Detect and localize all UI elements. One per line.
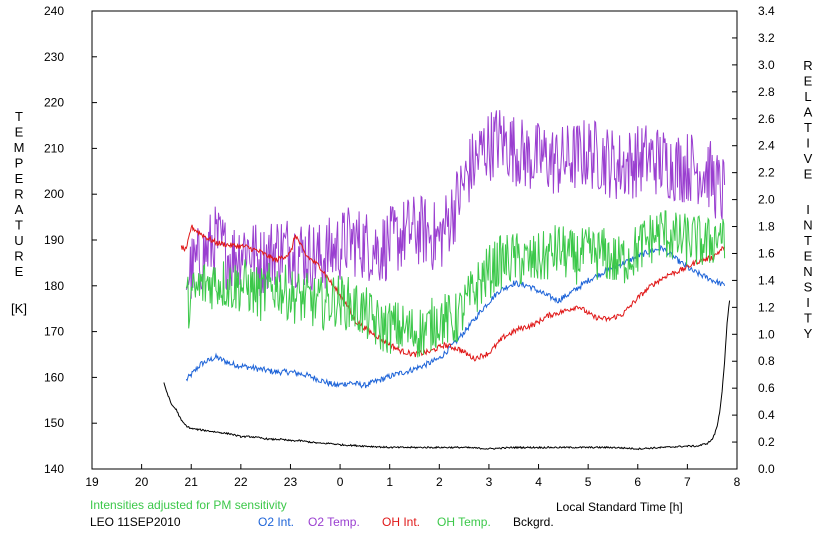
right-tick-label: 3.0: [758, 58, 775, 72]
x-tick-label: 7: [684, 475, 691, 489]
left-axis-letter: T: [15, 218, 23, 233]
left-axis-letter: E: [15, 264, 24, 279]
left-axis-letter: M: [14, 140, 25, 155]
series-line-oh-temp: [185, 210, 726, 358]
legend-entry: OH Int.: [382, 515, 421, 529]
left-tick-label: 140: [44, 462, 64, 476]
right-tick-label: 1.6: [758, 246, 775, 260]
right-tick-label: 1.2: [758, 300, 775, 314]
right-axis-letter: T: [804, 233, 812, 248]
right-axis-letter: N: [803, 264, 812, 279]
right-axis-letter: R: [803, 58, 812, 73]
right-axis-letter: N: [803, 218, 812, 233]
right-tick-label: 2.6: [758, 112, 775, 126]
right-tick-label: 0.2: [758, 435, 775, 449]
right-tick-label: 3.4: [758, 4, 775, 18]
left-axis-letter: U: [14, 233, 23, 248]
left-axis-letter: E: [15, 171, 24, 186]
left-axis-letter: R: [14, 187, 23, 202]
x-tick-label: 19: [85, 475, 99, 489]
right-tick-label: 2.8: [758, 85, 775, 99]
series-line-oh-int: [180, 224, 726, 362]
plot-frame: [91, 10, 738, 470]
left-tick-label: 200: [44, 187, 64, 201]
right-axis-letter: E: [804, 167, 813, 182]
legend-entry: O2 Temp.: [308, 515, 360, 529]
left-tick-label: 230: [44, 50, 64, 64]
right-tick-label: 2.4: [758, 139, 775, 153]
right-axis-letter: T: [804, 120, 812, 135]
x-tick-label: 0: [337, 475, 344, 489]
right-axis-letter: T: [804, 311, 812, 326]
right-axis-letter: E: [804, 74, 813, 89]
x-tick-label: 3: [486, 475, 493, 489]
x-tick-label: 2: [436, 475, 443, 489]
right-tick-label: 1.0: [758, 327, 775, 341]
left-axis-letter: E: [15, 125, 24, 140]
x-axis-label: Local Standard Time [h]: [556, 500, 683, 514]
x-tick-label: 23: [284, 475, 298, 489]
right-tick-label: 1.8: [758, 220, 775, 234]
left-axis-letter: A: [15, 202, 24, 217]
right-axis-letter: V: [804, 151, 813, 166]
right-axis-letter: S: [804, 280, 813, 295]
x-tick-label: 20: [135, 475, 149, 489]
left-tick-label: 240: [44, 4, 64, 18]
right-tick-label: 0.4: [758, 408, 775, 422]
left-axis-letter: R: [14, 249, 23, 264]
right-axis-letter: I: [806, 295, 810, 310]
right-axis-letter: I: [806, 136, 810, 151]
left-axis: 140 150 160 170 180 190 200 210 220 230 240: [44, 4, 97, 476]
right-tick-label: 0.8: [758, 354, 775, 368]
series-layer: [163, 110, 731, 451]
x-tick-label: 1: [386, 475, 393, 489]
left-tick-label: 190: [44, 233, 64, 247]
right-axis-letter: A: [804, 105, 813, 120]
right-tick-label: 0.0: [758, 462, 775, 476]
right-axis-letter: L: [804, 89, 811, 104]
right-axis-letter: E: [804, 249, 813, 264]
x-tick-label: 5: [585, 475, 592, 489]
x-tick-label: 6: [634, 475, 641, 489]
x-axis: 19 20 21 22 23 0 1 2 3 4 5 6 7 8: [85, 464, 741, 489]
plot-border: [91, 10, 738, 470]
left-axis-letter: P: [15, 156, 24, 171]
left-tick-label: 150: [44, 416, 64, 430]
x-tick-label: 21: [185, 475, 199, 489]
legend-entry: OH Temp.: [437, 515, 491, 529]
right-axis-letter: Y: [804, 326, 813, 341]
left-axis-letter: T: [15, 109, 23, 124]
right-tick-label: 1.4: [758, 273, 775, 287]
left-tick-label: 170: [44, 325, 64, 339]
series-line-o2-temp: [185, 110, 726, 299]
left-tick-label: 180: [44, 279, 64, 293]
x-tick-label: 8: [734, 475, 741, 489]
right-tick-label: 0.6: [758, 381, 775, 395]
station-date: LEO 11SEP2010: [90, 515, 181, 529]
right-tick-label: 3.2: [758, 31, 775, 45]
x-tick-label: 22: [234, 475, 248, 489]
left-axis-unit: [K]: [11, 301, 27, 316]
left-tick-label: 210: [44, 141, 64, 155]
left-tick-label: 160: [44, 370, 64, 384]
x-tick-label: 4: [535, 475, 542, 489]
right-tick-label: 2.0: [758, 193, 775, 207]
left-tick-label: 220: [44, 96, 64, 110]
sensitivity-note: Intensities adjusted for PM sensitivity: [90, 498, 287, 512]
right-axis: 0.0 0.2 0.4 0.6 0.8 1.0 1.2 1.4 1.6 1.8 2.0 2.2 2.4 2…: [732, 4, 775, 476]
series-line-bckgrd: [163, 300, 731, 451]
legend-entry: O2 Int.: [258, 515, 295, 529]
right-tick-label: 2.2: [758, 166, 775, 180]
legend-entry: Bckgrd.: [513, 515, 554, 529]
right-axis-letter: I: [806, 202, 810, 217]
